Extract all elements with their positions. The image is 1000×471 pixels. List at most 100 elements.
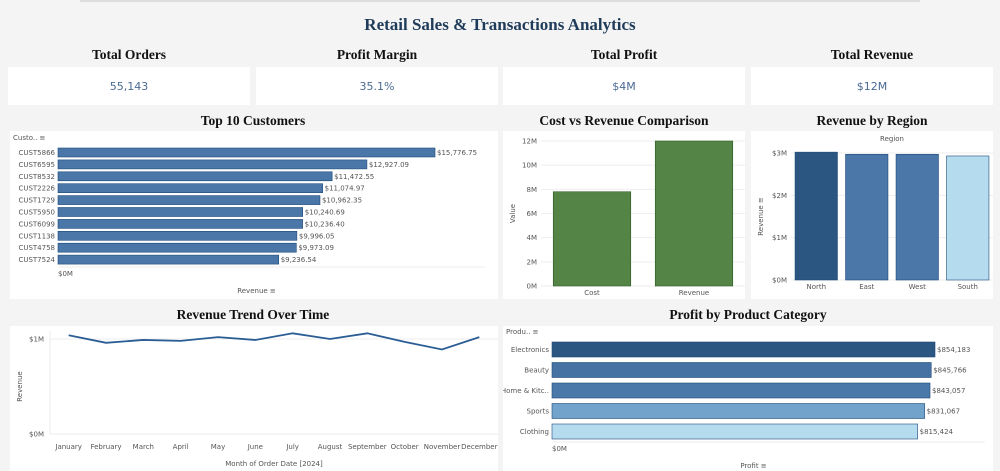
trend-chart: $0M $1M Revenue January February March April Ma… [10,326,498,471]
data-label: $11,472.55 [334,173,374,181]
region-chart: $0M $1M $2M $3M Revenue ≡ Region North East West… [751,131,993,299]
data-label: $15,776.75 [437,149,477,157]
y-tick-label: 12M [522,138,537,146]
bar [57,207,304,217]
y-tick-label: $2M [772,192,787,200]
y-axis-title: Produ.. ≡ [506,328,539,336]
data-label: $9,973.09 [298,244,334,252]
kpi-label-total-orders: Total Orders [91,47,167,62]
x-tick-label: South [958,283,978,291]
category-label: CUST1729 [18,197,55,205]
product-title: Profit by Product Category [669,307,827,322]
category-label: CUST5950 [18,209,55,217]
y-tick-label: 4M [527,234,538,242]
bar [794,151,838,281]
bar [551,341,936,358]
x-tick-label: $0M [552,445,567,453]
x-tick-label: November [424,443,461,451]
bar [551,403,925,419]
data-label: $843,057 [932,387,965,395]
data-label: $11,074.97 [325,185,365,193]
data-label: $9,236.54 [281,256,317,264]
kpi-profit-margin: 35.1% [256,67,498,105]
x-axis-title: Profit ≡ [740,462,766,470]
kpi-label-total-profit: Total Profit [590,47,658,62]
x-tick-label: North [806,283,826,291]
y-axis-title: Revenue [16,371,24,402]
cost-revenue-chart: 0M 2M 4M 6M 8M 10M 12M Value Cost Revenue [503,131,745,299]
y-tick-label: $3M [772,150,787,158]
kpi-total-profit: $4M [503,67,745,105]
data-label: $10,240.69 [305,209,345,217]
y-axis-title: Value [509,204,517,223]
category-label: Sports [527,408,550,416]
data-label: $10,962.35 [322,197,362,205]
bar [57,171,333,182]
x-tick-label: February [90,443,121,451]
x-tick-label: East [859,283,874,291]
x-tick-label: October [391,443,419,451]
category-label: Beauty [524,367,549,375]
category-label: CUST2226 [18,185,55,193]
kpi-total-revenue: $12M [751,67,993,105]
x-tick-label: January [54,443,82,451]
y-axis-title: Custo.. ≡ [13,134,46,142]
cost-revenue-title: Cost vs Revenue Comparison [539,113,709,128]
bar [57,219,303,229]
top-customers-chart: Custo.. ≡ CUST5866 $15,776.75 CUST6595 $12,9… [10,131,498,299]
y-tick-label: $0M [29,431,44,439]
category-label: Clothing [520,428,549,436]
kpi-label-profit-margin: Profit Margin [336,47,418,62]
x-tick-label: $0M [58,270,73,278]
bar [946,155,990,281]
data-label: $10,236.40 [305,220,345,228]
trend-title: Revenue Trend Over Time [176,307,330,322]
y-tick-label: 0M [527,283,538,291]
region-title: Revenue by Region [816,113,928,128]
bar [551,382,931,399]
x-tick-label: West [909,283,926,291]
y-tick-label: 6M [527,210,538,218]
category-label: CUST5866 [18,149,55,157]
category-label: Electronics [511,346,550,354]
bar [57,195,321,205]
bar [845,153,889,281]
bar [551,423,918,440]
bar [895,153,939,281]
product-chart: Produ.. ≡ Electronics $854,183 Beauty $845,7… [503,326,993,471]
bar [57,231,298,241]
y-tick-label: $1M [772,234,787,242]
x-tick-label: May [211,443,225,451]
y-tick-label: 10M [522,162,537,170]
data-label: $845,766 [933,367,967,375]
bar [552,191,632,287]
bar [57,242,297,253]
category-label: CUST6595 [18,161,55,169]
bar [654,140,734,287]
x-tick-label: September [348,443,387,451]
x-axis-title: Revenue ≡ [237,287,276,295]
category-label: CUST4758 [18,244,55,252]
y-tick-label: $0M [772,277,787,285]
y-tick-label: 8M [527,186,538,194]
y-tick-label: $1M [29,336,44,344]
bar [551,362,932,378]
category-label: CUST7524 [18,256,55,264]
x-tick-label: Revenue [679,289,710,297]
column-header: Region [880,135,904,143]
category-label: CUST8532 [18,173,55,181]
data-label: $831,067 [927,408,960,416]
x-tick-label: December [461,443,497,451]
y-axis-title: Revenue ≡ [757,197,765,236]
bar [57,183,323,194]
x-tick-label: Cost [584,289,600,297]
data-label: $854,183 [937,346,970,354]
dashboard-title: Retail Sales & Transactions Analytics [364,15,636,34]
bar [57,159,368,170]
y-tick-label: 2M [527,258,538,266]
data-label: $9,996.05 [299,232,335,240]
x-tick-label: August [318,443,343,451]
bar [57,147,436,158]
data-label: $815,424 [920,428,954,436]
top-customers-title: Top 10 Customers [200,113,306,128]
